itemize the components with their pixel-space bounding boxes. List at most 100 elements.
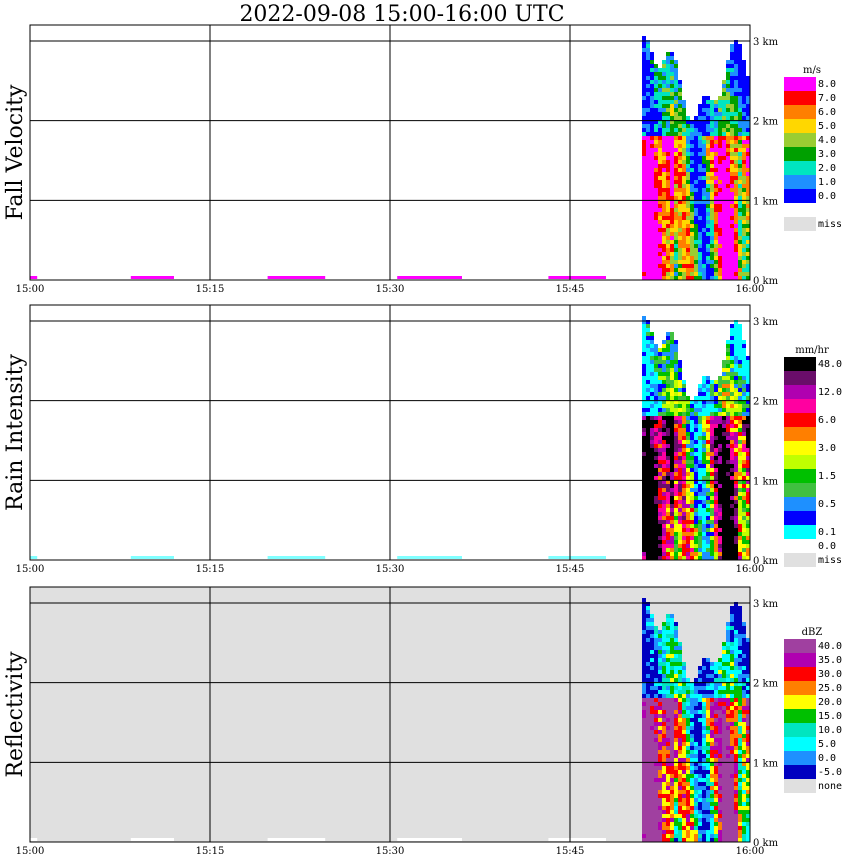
- data-cell: [738, 464, 742, 468]
- data-cell: [698, 208, 702, 212]
- data-cell: [726, 626, 730, 630]
- data-cell: [714, 520, 718, 524]
- data-cell: [746, 380, 750, 384]
- data-cell: [654, 472, 658, 476]
- data-cell: [658, 540, 662, 544]
- data-cell: [642, 520, 646, 524]
- data-cell: [674, 500, 678, 504]
- data-cell: [666, 646, 670, 650]
- data-cell: [678, 184, 682, 188]
- data-cell: [670, 654, 674, 658]
- data-cell: [714, 698, 718, 702]
- data-cell: [674, 408, 678, 412]
- data-cell: [670, 826, 674, 830]
- data-cell: [714, 662, 718, 666]
- data-cell: [674, 356, 678, 360]
- data-cell: [730, 56, 734, 60]
- data-cell: [678, 124, 682, 128]
- data-cell: [650, 556, 654, 560]
- data-cell: [718, 540, 722, 544]
- data-cell: [718, 104, 722, 108]
- data-cell: [642, 798, 646, 802]
- data-cell: [650, 702, 654, 706]
- data-cell: [706, 536, 710, 540]
- data-cell: [654, 658, 658, 662]
- data-cell: [706, 172, 710, 176]
- data-cell: [726, 356, 730, 360]
- data-cell: [718, 528, 722, 532]
- data-cell: [734, 682, 738, 686]
- data-cell: [642, 224, 646, 228]
- data-cell: [670, 536, 674, 540]
- data-cell: [666, 504, 670, 508]
- data-cell: [730, 112, 734, 116]
- colorbar-swatch: [784, 653, 816, 667]
- data-cell: [714, 834, 718, 838]
- data-cell: [722, 116, 726, 120]
- data-cell: [670, 404, 674, 408]
- data-cell: [650, 750, 654, 754]
- data-cell: [726, 76, 730, 80]
- data-cell: [658, 630, 662, 634]
- data-cell: [650, 100, 654, 104]
- data-cell: [730, 774, 734, 778]
- data-cell: [710, 670, 714, 674]
- surface-clutter: [267, 838, 326, 841]
- data-cell: [698, 682, 702, 686]
- data-cell: [702, 260, 706, 264]
- data-cell: [670, 128, 674, 132]
- data-cell: [670, 698, 674, 702]
- data-cell: [742, 468, 746, 472]
- data-cell: [746, 224, 750, 228]
- data-cell: [642, 698, 646, 702]
- data-cell: [686, 556, 690, 560]
- data-cell: [674, 826, 678, 830]
- data-cell: [666, 512, 670, 516]
- data-cell: [690, 268, 694, 272]
- data-cell: [738, 196, 742, 200]
- data-cell: [730, 544, 734, 548]
- data-cell: [718, 802, 722, 806]
- data-cell: [738, 754, 742, 758]
- data-cell: [742, 718, 746, 722]
- data-cell: [706, 248, 710, 252]
- data-cell: [722, 818, 726, 822]
- data-cell: [722, 212, 726, 216]
- data-cell: [738, 718, 742, 722]
- data-cell: [654, 164, 658, 168]
- data-cell: [698, 396, 702, 400]
- data-cell: [710, 798, 714, 802]
- chart-title: 2022-09-08 15:00-16:00 UTC: [239, 2, 564, 27]
- data-cell: [738, 324, 742, 328]
- data-cell: [662, 260, 666, 264]
- data-cell: [654, 778, 658, 782]
- data-cell: [654, 260, 658, 264]
- data-cell: [670, 76, 674, 80]
- data-cell: [710, 492, 714, 496]
- data-cell: [734, 548, 738, 552]
- data-cell: [670, 794, 674, 798]
- data-cell: [694, 208, 698, 212]
- data-cell: [646, 192, 650, 196]
- data-cell: [702, 136, 706, 140]
- data-cell: [742, 400, 746, 404]
- data-cell: [670, 372, 674, 376]
- data-cell: [654, 196, 658, 200]
- data-cell: [658, 164, 662, 168]
- data-cell: [678, 376, 682, 380]
- data-cell: [706, 420, 710, 424]
- data-cell: [714, 228, 718, 232]
- data-cell: [738, 472, 742, 476]
- data-cell: [662, 340, 666, 344]
- data-cell: [746, 452, 750, 456]
- data-cell: [678, 212, 682, 216]
- data-cell: [690, 404, 694, 408]
- data-cell: [738, 746, 742, 750]
- data-cell: [682, 496, 686, 500]
- data-cell: [702, 742, 706, 746]
- data-cell: [706, 822, 710, 826]
- data-cell: [718, 180, 722, 184]
- data-cell: [682, 662, 686, 666]
- data-cell: [742, 532, 746, 536]
- data-cell: [650, 116, 654, 120]
